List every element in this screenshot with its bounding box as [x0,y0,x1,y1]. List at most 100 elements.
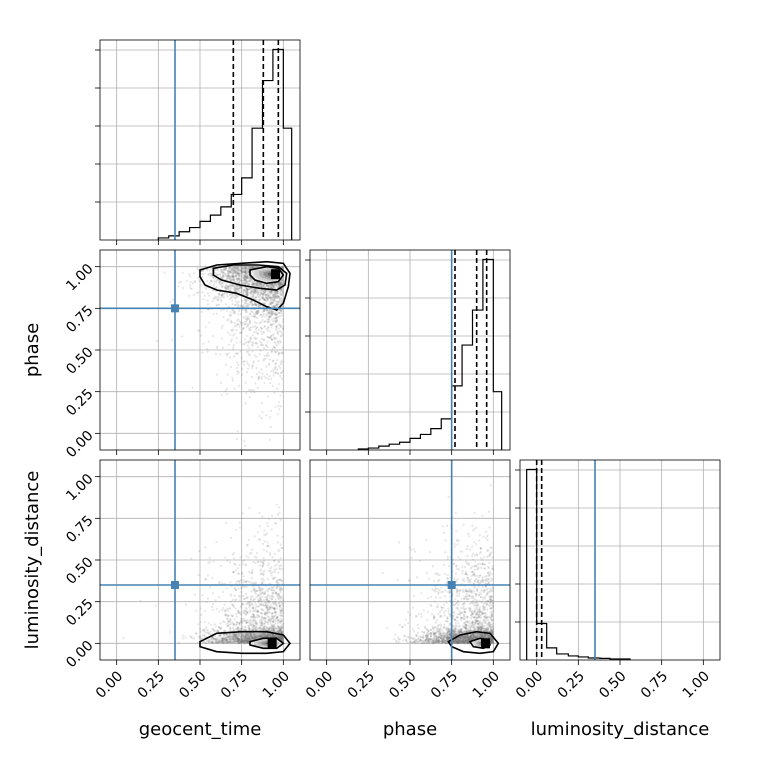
sample-point [245,299,248,302]
sample-point [231,614,234,618]
sample-point [243,279,246,282]
sample-point [239,322,243,325]
sample-point [262,301,265,305]
sample-point [250,289,253,293]
sample-point [218,641,221,645]
sample-point [256,282,259,285]
sample-point [217,298,220,302]
sample-point [262,297,265,300]
sample-point [281,546,284,550]
sample-point [232,632,235,636]
sample-point [267,377,270,381]
sample-point [233,322,236,325]
sample-point [247,341,250,344]
sample-point [281,292,284,295]
sample-point [266,321,269,324]
sample-point [274,371,278,374]
sample-point [280,636,283,639]
sample-point [272,635,275,638]
sample-point [263,622,266,626]
sample-point [250,266,253,269]
sample-point [240,286,244,290]
sample-point [276,592,280,596]
sample-point [270,291,273,294]
sample-point [252,266,255,269]
sample-point [226,634,229,637]
sample-point [260,634,264,637]
sample-point [269,286,272,289]
sample-point [199,630,202,633]
sample-point [254,636,257,639]
sample-point [246,634,250,637]
sample-point [265,617,268,620]
sample-point [279,289,282,292]
sample-point [239,313,242,316]
sample-point [267,298,270,302]
sample-point [245,360,248,363]
sample-point [246,633,249,636]
sample-point [274,591,278,594]
sample-point [217,630,220,633]
sample-point [249,635,252,638]
sample-point [237,633,241,636]
sample-point [255,310,258,314]
sample-point [261,296,264,299]
sample-point [210,272,213,275]
sample-point [235,622,238,626]
sample-point [267,285,270,288]
sample-point [279,611,282,615]
sample-point [277,592,281,595]
sample-point [244,275,247,278]
sample-point [231,622,234,625]
sample-point [254,328,257,331]
sample-point [250,590,253,593]
sample-point [266,635,269,638]
sample-point [240,270,243,273]
sample-point [203,634,206,637]
sample-point [212,313,215,316]
sample-point [273,305,276,308]
sample-point [279,297,282,300]
sample-point [256,310,259,313]
sample-point [248,354,252,357]
sample-point [229,333,232,336]
sample-point [249,266,252,269]
sample-point [258,615,261,619]
sample-point [244,278,247,281]
sample-point [231,266,234,269]
sample-point [270,595,274,599]
sample-point [278,284,281,287]
sample-point [243,342,246,346]
sample-point [212,636,215,640]
sample-point [232,284,235,287]
sample-point [280,609,283,612]
sample-point [252,633,255,636]
sample-point [243,639,247,642]
sample-point [239,640,242,643]
sample-point [262,344,265,347]
sample-point [259,282,263,285]
sample-point [237,281,240,285]
sample-point [228,270,231,274]
sample-point [226,373,229,376]
sample-point [210,638,213,641]
sample-point [252,288,255,291]
sample-point [281,333,284,336]
sample-point [276,587,279,590]
sample-point [236,285,240,288]
sample-point [275,581,278,584]
sample-point [231,273,234,276]
sample-point [281,290,284,293]
sample-point [231,303,234,306]
sample-point [256,293,259,296]
sample-point [269,626,272,629]
sample-point [242,640,245,643]
sample-point [243,278,247,281]
sample-point [261,635,264,638]
sample-point [252,637,255,640]
sample-point [222,590,225,593]
sample-point [271,294,274,297]
sample-point [224,613,228,616]
sample-point [277,295,280,298]
sample-point [260,612,264,615]
